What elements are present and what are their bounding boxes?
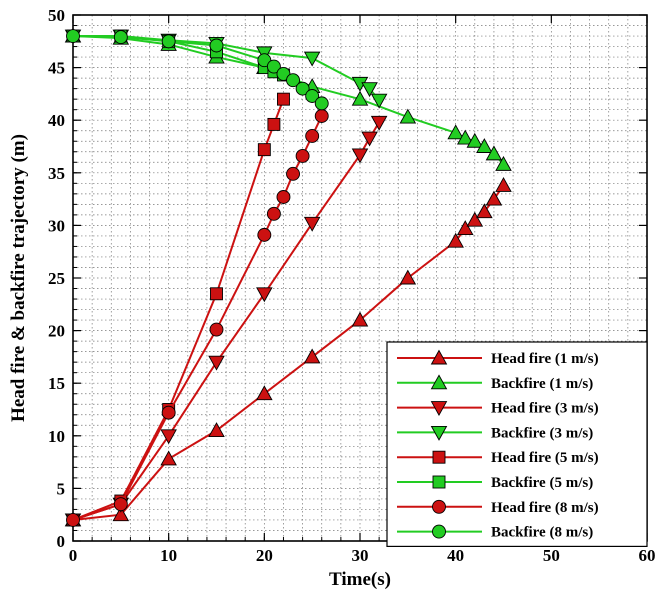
legend: Head fire (1 m/s) Backfire (1 m/s) Head fi… (387, 342, 647, 546)
data-point (210, 323, 223, 336)
data-point (362, 132, 377, 146)
y-tick-label: 40 (48, 111, 65, 130)
data-point (305, 52, 320, 66)
data-point (372, 116, 387, 130)
data-point (400, 271, 415, 285)
x-tick-label: 60 (639, 546, 656, 565)
legend-label: Head fire (3 m/s) (491, 401, 599, 417)
data-point (267, 207, 280, 220)
data-point (258, 144, 270, 156)
data-point (67, 513, 80, 526)
legend-marker (433, 500, 446, 513)
legend-marker (433, 525, 446, 538)
legend-marker (433, 476, 445, 488)
y-tick-label: 50 (48, 6, 65, 25)
legend-marker (433, 451, 445, 463)
data-point (486, 192, 501, 206)
legend-label: Head fire (8 m/s) (491, 500, 599, 516)
y-tick-label: 35 (48, 164, 65, 183)
data-point (161, 430, 176, 444)
legend-label: Backfire (8 m/s) (491, 525, 593, 541)
data-point (162, 35, 175, 48)
data-point (400, 110, 415, 124)
x-tick-label: 0 (69, 546, 78, 565)
legend-label: Head fire (1 m/s) (491, 351, 599, 367)
legend-label: Backfire (1 m/s) (491, 376, 593, 392)
y-tick-label: 30 (48, 216, 65, 235)
y-axis-label: Head fire & backfire trajectory (m) (8, 134, 29, 422)
legend-label: Backfire (3 m/s) (491, 425, 593, 441)
data-point (209, 356, 224, 370)
data-point (372, 94, 387, 108)
data-point (306, 129, 319, 142)
data-point (305, 217, 320, 231)
x-tick-label: 10 (160, 546, 177, 565)
series-line (73, 116, 322, 520)
y-tick-label: 20 (48, 322, 65, 341)
data-point (67, 30, 80, 43)
series-3 (66, 116, 387, 527)
data-point (114, 498, 127, 511)
data-point (496, 178, 511, 192)
data-point (353, 149, 368, 163)
data-point (211, 288, 223, 300)
data-point (277, 190, 290, 203)
data-point (161, 451, 176, 465)
y-tick-label: 0 (57, 532, 66, 551)
legend-label: Backfire (5 m/s) (491, 475, 593, 491)
data-point (315, 97, 328, 110)
series-7 (67, 109, 329, 526)
data-point (258, 228, 271, 241)
x-tick-label: 20 (256, 546, 273, 565)
y-tick-label: 10 (48, 427, 65, 446)
y-tick-label: 5 (57, 479, 66, 498)
data-point (114, 31, 127, 44)
x-axis-label: Time(s) (329, 569, 391, 590)
data-point (296, 149, 309, 162)
data-point (210, 39, 223, 52)
data-point (315, 109, 328, 122)
legend-label: Head fire (5 m/s) (491, 450, 599, 466)
data-point (287, 167, 300, 180)
x-tick-label: 30 (352, 546, 369, 565)
x-tick-label: 40 (447, 546, 464, 565)
data-point (268, 118, 280, 130)
y-tick-label: 15 (48, 374, 65, 393)
x-tick-label: 50 (543, 546, 560, 565)
data-point (257, 386, 272, 400)
data-point (277, 93, 289, 105)
data-point (162, 406, 175, 419)
y-tick-label: 25 (48, 269, 65, 288)
y-tick-label: 45 (48, 59, 65, 78)
